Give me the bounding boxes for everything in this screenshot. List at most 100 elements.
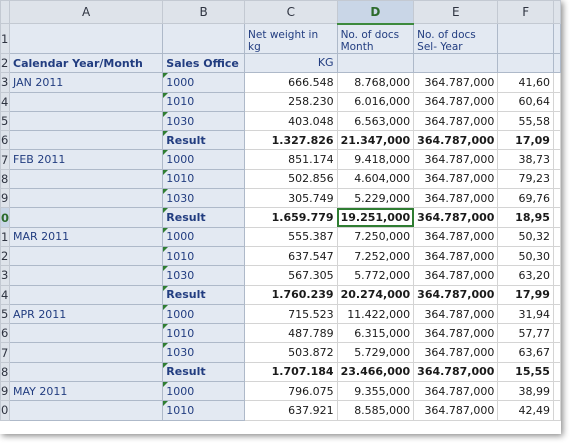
column-header-b[interactable]: B	[162, 0, 246, 24]
sales-office-cell[interactable]: 1000	[162, 149, 246, 170]
net-weight-cell[interactable]: 503.872	[244, 342, 338, 363]
docs-month-cell[interactable]: 6.016,000	[336, 91, 415, 112]
ratio-cell[interactable]: 31,94	[497, 303, 554, 325]
calendar-month-cell[interactable]: APR 2011	[9, 303, 164, 325]
docs-year-cell[interactable]: 364.787,000	[413, 303, 499, 325]
docs-year-cell[interactable]: 364.787,000	[413, 323, 499, 344]
column-header-edge-0[interactable]	[0, 0, 11, 24]
docs-year-cell[interactable]: 364.787,000	[413, 110, 499, 132]
ratio-cell[interactable]: 79,23	[497, 168, 554, 190]
net-weight-cell[interactable]: 258.230	[244, 91, 338, 112]
column-header-f[interactable]: F	[497, 0, 554, 24]
docs-year-cell[interactable]: 364.787,000	[413, 400, 499, 421]
sales-office-cell[interactable]: 1010	[162, 400, 246, 421]
docs-year-cell[interactable]: 364.787,000	[413, 284, 499, 305]
docs-month-cell[interactable]: 4.604,000	[336, 168, 415, 190]
calendar-month-cell[interactable]	[9, 265, 164, 286]
row-number[interactable]: 0	[0, 207, 11, 228]
docs-month-cell[interactable]: 20.274,000	[336, 284, 415, 305]
row-number[interactable]: 2	[0, 245, 11, 267]
sales-office-cell[interactable]: 1030	[162, 342, 246, 363]
sales-office-cell[interactable]: 1010	[162, 168, 246, 190]
row-number[interactable]: 4	[0, 91, 11, 112]
docs-year-cell[interactable]: 364.787,000	[413, 72, 499, 93]
docs-month-cell[interactable]: 8.585,000	[336, 400, 415, 421]
row-number[interactable]: 5	[0, 303, 11, 325]
sales-office-cell[interactable]: 1000	[162, 303, 246, 325]
net-weight-cell[interactable]: 502.856	[244, 168, 338, 190]
row-number[interactable]: 1	[0, 23, 11, 54]
ratio-cell[interactable]: 38,99	[497, 381, 554, 402]
docs-month-cell[interactable]: 6.315,000	[336, 323, 415, 344]
header-cell-d[interactable]	[336, 52, 415, 74]
column-header-edge-7[interactable]	[552, 0, 561, 24]
ratio-cell[interactable]: 41,60	[497, 72, 554, 93]
net-weight-cell[interactable]: 715.523	[244, 303, 338, 325]
docs-year-cell[interactable]: 364.787,000	[413, 381, 499, 402]
sales-office-cell[interactable]: 1010	[162, 91, 246, 112]
ratio-cell[interactable]: 69,76	[497, 188, 554, 209]
column-header-a[interactable]: A	[9, 0, 164, 24]
ratio-cell[interactable]: 17,99	[497, 284, 554, 305]
column-header-d[interactable]: D	[336, 0, 415, 25]
docs-year-cell[interactable]: 364.787,000	[413, 342, 499, 363]
sales-office-cell[interactable]: 1010	[162, 323, 246, 344]
header-cell-f[interactable]	[497, 52, 554, 74]
calendar-month-cell[interactable]	[9, 400, 164, 421]
docs-month-cell[interactable]: 6.563,000	[336, 110, 415, 132]
sales-office-cell[interactable]: 1010	[162, 245, 246, 267]
calendar-month-cell[interactable]: FEB 2011	[9, 149, 164, 170]
header-cell-a[interactable]	[9, 23, 164, 54]
net-weight-cell[interactable]: 1.659.779	[244, 207, 338, 228]
row-number[interactable]: 2	[0, 52, 11, 74]
calendar-month-cell[interactable]	[9, 130, 164, 151]
docs-month-cell[interactable]: 5.772,000	[336, 265, 415, 286]
row-number[interactable]: 8	[0, 168, 11, 190]
header-cell-d[interactable]: No. of docs Month	[336, 23, 415, 54]
net-weight-cell[interactable]: 403.048	[244, 110, 338, 132]
docs-year-cell[interactable]: 364.787,000	[413, 361, 499, 383]
net-weight-cell[interactable]: 1.760.239	[244, 284, 338, 305]
row-number[interactable]: 5	[0, 110, 11, 132]
calendar-month-cell[interactable]	[9, 323, 164, 344]
sales-office-cell[interactable]: Result	[162, 284, 246, 305]
calendar-month-cell[interactable]	[9, 91, 164, 112]
ratio-cell[interactable]: 18,95	[497, 207, 554, 228]
row-number[interactable]: 6	[0, 323, 11, 344]
sales-office-cell[interactable]: 1030	[162, 265, 246, 286]
net-weight-cell[interactable]: 305.749	[244, 188, 338, 209]
calendar-month-cell[interactable]	[9, 284, 164, 305]
ratio-cell[interactable]: 38,73	[497, 149, 554, 170]
net-weight-cell[interactable]: 637.921	[244, 400, 338, 421]
calendar-month-cell[interactable]: JAN 2011	[9, 72, 164, 93]
sales-office-cell[interactable]: 1000	[162, 72, 246, 93]
net-weight-cell[interactable]: 1.327.826	[244, 130, 338, 151]
net-weight-cell[interactable]: 487.789	[244, 323, 338, 344]
calendar-month-cell[interactable]: MAY 2011	[9, 381, 164, 402]
header-cell-b[interactable]: Sales Office	[162, 52, 246, 74]
docs-month-cell[interactable]: 9.355,000	[336, 381, 415, 402]
ratio-cell[interactable]: 57,77	[497, 323, 554, 344]
docs-month-cell[interactable]: 5.729,000	[336, 342, 415, 363]
docs-year-cell[interactable]: 364.787,000	[413, 245, 499, 267]
sales-office-cell[interactable]: 1030	[162, 188, 246, 209]
sales-office-cell[interactable]: Result	[162, 207, 246, 228]
docs-month-cell[interactable]: 11.422,000	[336, 303, 415, 325]
column-header-c[interactable]: C	[244, 0, 338, 24]
header-cell-a[interactable]: Calendar Year/Month	[9, 52, 164, 74]
ratio-cell[interactable]: 50,32	[497, 226, 554, 247]
calendar-month-cell[interactable]	[9, 342, 164, 363]
ratio-cell[interactable]: 60,64	[497, 91, 554, 112]
ratio-cell[interactable]: 42,49	[497, 400, 554, 421]
header-cell-e[interactable]: No. of docs Sel- Year	[413, 23, 499, 54]
docs-month-cell[interactable]: 23.466,000	[336, 361, 415, 383]
calendar-month-cell[interactable]	[9, 110, 164, 132]
docs-year-cell[interactable]: 364.787,000	[413, 226, 499, 247]
net-weight-cell[interactable]: 637.547	[244, 245, 338, 267]
row-number[interactable]: 4	[0, 284, 11, 305]
docs-month-cell[interactable]: 9.418,000	[336, 149, 415, 170]
docs-year-cell[interactable]: 364.787,000	[413, 91, 499, 112]
header-cell-f[interactable]	[497, 23, 554, 54]
sales-office-cell[interactable]: Result	[162, 130, 246, 151]
net-weight-cell[interactable]: 666.548	[244, 72, 338, 93]
